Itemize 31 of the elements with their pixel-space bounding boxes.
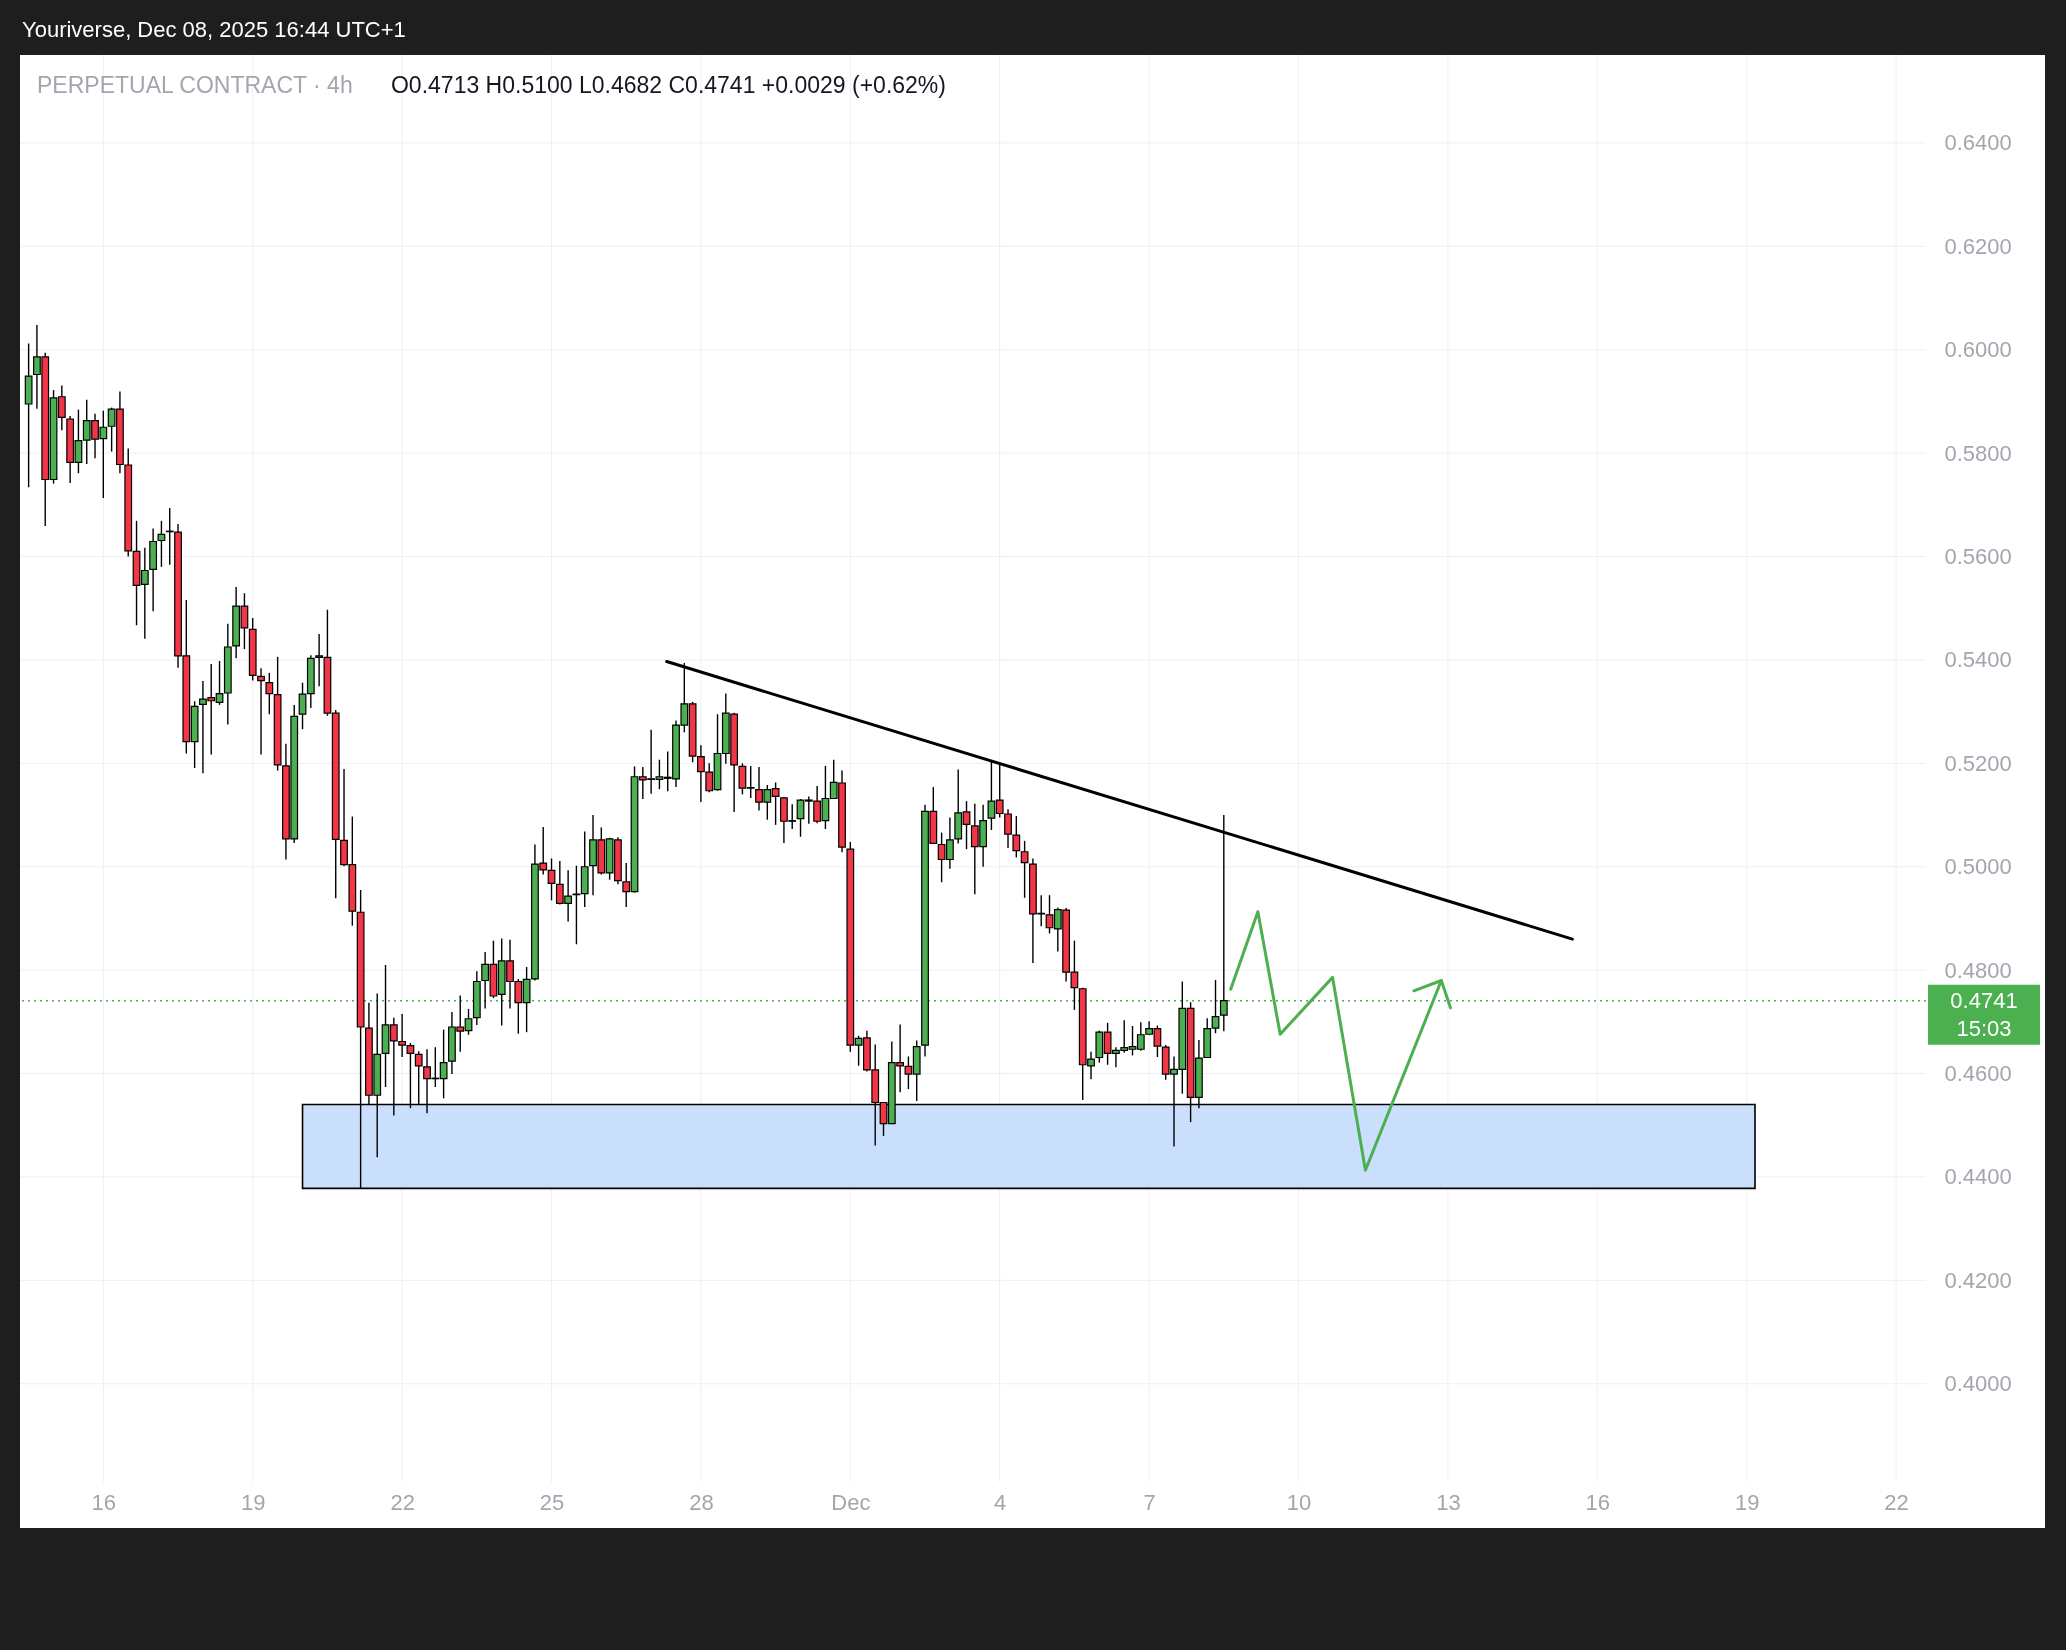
y-tick-label: 0.5000 xyxy=(1944,854,2012,880)
x-tick-label: 16 xyxy=(1585,1489,1611,1515)
y-tick-label: 0.4600 xyxy=(1944,1061,2012,1087)
y-tick-label: 0.5600 xyxy=(1944,544,2012,570)
x-tick-label: 13 xyxy=(1436,1489,1461,1515)
text: PERPETUAL CONTRACT · 4h xyxy=(37,72,353,98)
x-tick-label: 28 xyxy=(689,1489,714,1515)
ref-line-label: 0.4741 xyxy=(1950,987,2018,1013)
x-tick-label: 16 xyxy=(91,1489,117,1515)
x-tick-label: 10 xyxy=(1286,1489,1312,1515)
x-tick-label: 7 xyxy=(1143,1489,1156,1515)
y-tick-label: 0.5800 xyxy=(1944,440,2012,466)
x-tick-label: 19 xyxy=(240,1489,266,1515)
y-tick-label: 0.4400 xyxy=(1944,1164,2012,1190)
x-tick-label: 4 xyxy=(994,1489,1007,1515)
y-tick-label: 0.4800 xyxy=(1944,957,2012,983)
x-tick-label: 19 xyxy=(1734,1489,1760,1515)
y-tick-label: 0.4000 xyxy=(1944,1371,2012,1397)
text: Youriverse, Dec 08, 2025 16:44 UTC+1 xyxy=(22,17,406,42)
y-tick-label: 0.6200 xyxy=(1944,233,2012,259)
x-tick-label: 22 xyxy=(390,1489,415,1515)
y-tick-label: 0.6000 xyxy=(1944,337,2012,363)
y-tick-label: 0.5200 xyxy=(1944,750,2012,776)
x-tick-label: 22 xyxy=(1884,1489,1909,1515)
x-tick-label: Dec xyxy=(831,1489,871,1515)
x-tick-label: 25 xyxy=(539,1489,565,1515)
y-tick-label: 0.6400 xyxy=(1944,130,2012,156)
y-tick-label: 0.4200 xyxy=(1944,1267,2012,1293)
text: O0.4713 H0.5100 L0.4682 C0.4741 +0.0029 (+0.62%) xyxy=(390,72,946,98)
text: 15:03 xyxy=(1956,1015,2012,1041)
y-tick-label: 0.5400 xyxy=(1944,647,2012,673)
